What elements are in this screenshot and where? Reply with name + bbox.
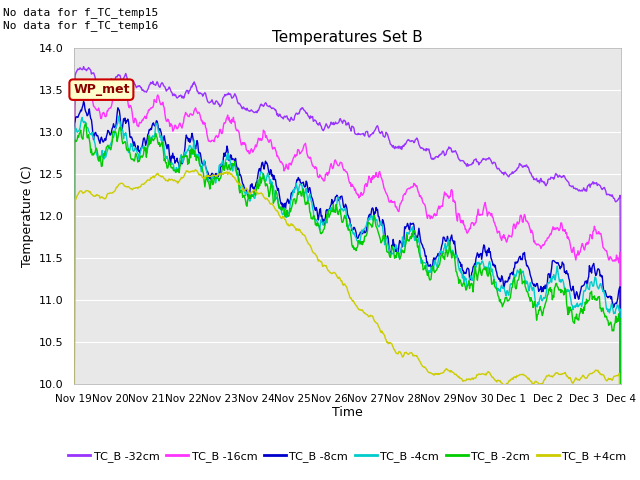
Y-axis label: Temperature (C): Temperature (C) [20,165,33,267]
TC_B -16cm [404,186,412,192]
TC_B -16cm [262,133,270,139]
TC_B -32cm [283,113,291,119]
Text: No data for f_TC_temp15
No data for f_TC_temp16: No data for f_TC_temp15 No data for f_TC… [3,7,159,31]
TC_B -32cm [435,153,443,158]
TC_B -4cm [404,230,412,236]
TC_B +4cm [236,182,243,188]
TC_B -16cm [435,203,443,209]
TC_B +4cm [192,167,200,172]
Line: TC_B -16cm: TC_B -16cm [74,83,621,480]
TC_B -8cm [262,160,270,166]
TC_B -8cm [435,253,443,259]
TC_B -32cm [617,449,625,455]
TC_B -4cm [262,177,270,183]
TC_B -4cm [115,113,122,119]
TC_B -8cm [236,167,243,173]
TC_B +4cm [435,371,443,377]
TC_B +4cm [283,221,291,227]
TC_B -16cm [283,164,291,169]
TC_B -2cm [404,237,412,243]
X-axis label: Time: Time [332,407,363,420]
Title: Temperatures Set B: Temperatures Set B [272,30,422,46]
Line: TC_B -4cm: TC_B -4cm [74,116,621,480]
TC_B -2cm [134,158,142,164]
TC_B -8cm [134,148,142,154]
TC_B -4cm [283,214,291,220]
TC_B -4cm [435,255,443,261]
TC_B -16cm [70,475,77,480]
TC_B -32cm [404,137,412,143]
TC_B -32cm [262,100,270,106]
TC_B -8cm [283,199,291,204]
Line: TC_B +4cm: TC_B +4cm [74,169,621,480]
TC_B +4cm [262,196,270,202]
TC_B -2cm [435,263,443,268]
TC_B -4cm [236,176,243,182]
TC_B -32cm [134,84,142,89]
Text: WP_met: WP_met [73,83,130,96]
TC_B -2cm [283,207,291,213]
TC_B -8cm [80,99,88,105]
TC_B -16cm [78,80,86,86]
Legend: TC_B -32cm, TC_B -16cm, TC_B -8cm, TC_B -4cm, TC_B -2cm, TC_B +4cm: TC_B -32cm, TC_B -16cm, TC_B -8cm, TC_B … [63,447,631,467]
Line: TC_B -2cm: TC_B -2cm [74,123,621,480]
Line: TC_B -32cm: TC_B -32cm [74,67,621,480]
TC_B -4cm [134,152,142,158]
TC_B -8cm [404,222,412,228]
TC_B -2cm [82,120,90,126]
TC_B +4cm [134,186,141,192]
TC_B -32cm [236,100,243,106]
Line: TC_B -8cm: TC_B -8cm [74,102,621,480]
TC_B -32cm [80,64,88,70]
TC_B -2cm [262,181,270,187]
TC_B -16cm [134,124,142,130]
TC_B +4cm [404,352,412,358]
TC_B -16cm [236,130,243,135]
TC_B -2cm [236,186,243,192]
